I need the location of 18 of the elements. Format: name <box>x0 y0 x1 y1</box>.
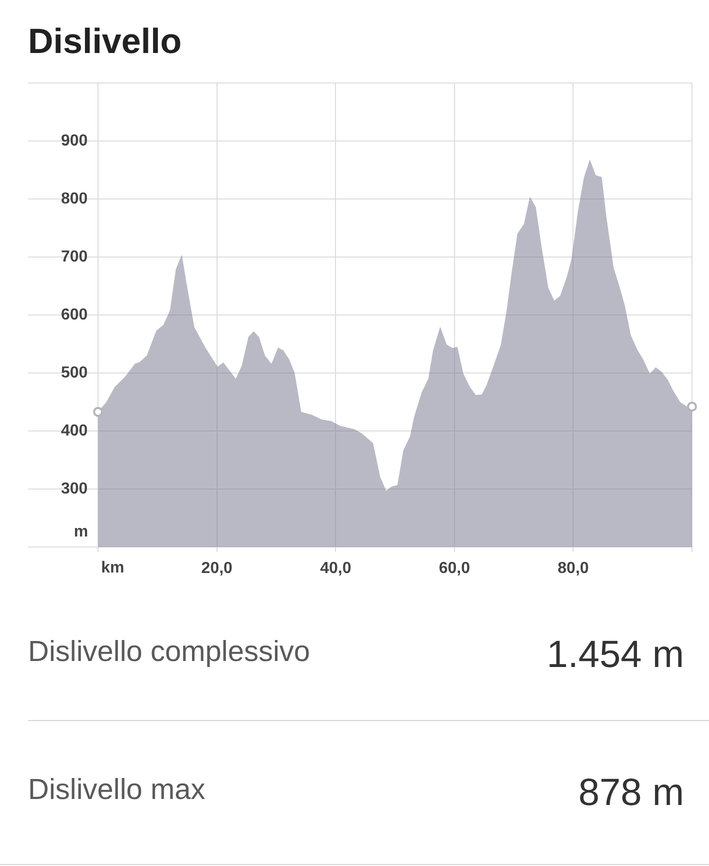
text: 1.454 m <box>546 634 684 676</box>
x-tick-label: 40,0 <box>320 560 352 578</box>
chart-title: Dislivello <box>28 22 182 61</box>
y-tick-label: 800 <box>61 190 88 208</box>
text: Dislivello max <box>28 774 206 806</box>
y-tick-label: 400 <box>61 422 88 440</box>
y-tick-label: 900 <box>61 132 88 150</box>
x-tick-label: 60,0 <box>438 560 470 578</box>
x-tick-label: 80,0 <box>558 560 589 578</box>
y-tick-label: 700 <box>61 248 88 266</box>
y-tick-label: 500 <box>61 364 88 382</box>
y-tick-label: 600 <box>61 306 88 324</box>
y-axis-title: m <box>74 523 88 540</box>
text: 878 m <box>578 772 684 814</box>
y-tick-label: 300 <box>61 480 88 498</box>
x-axis-title: km <box>101 559 124 576</box>
x-tick-label: 20,0 <box>201 560 233 578</box>
text: Dislivello complessivo <box>28 636 310 668</box>
